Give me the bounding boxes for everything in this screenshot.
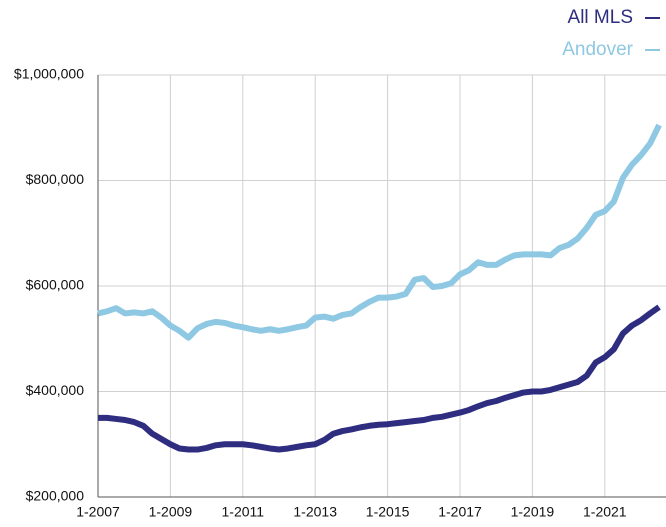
series-line bbox=[97, 123, 662, 341]
x-tick-label: 1-2015 bbox=[366, 504, 410, 520]
x-tick-label: 1-2013 bbox=[293, 504, 337, 520]
x-tick-label: 1-2019 bbox=[511, 504, 555, 520]
x-tick-label: 1-2009 bbox=[149, 504, 193, 520]
x-tick-label: 1-2007 bbox=[76, 504, 120, 520]
legend-label: All MLS bbox=[568, 7, 633, 28]
y-tick-label: $1,000,000 bbox=[14, 66, 84, 82]
y-tick-label: $600,000 bbox=[26, 277, 85, 293]
y-tick-label: $400,000 bbox=[26, 382, 85, 398]
x-tick-label: 1-2021 bbox=[583, 504, 627, 520]
series-line bbox=[98, 304, 661, 453]
legend-label: Andover bbox=[562, 39, 633, 60]
x-tick-label: 1-2017 bbox=[438, 504, 482, 520]
y-tick-label: $800,000 bbox=[26, 171, 85, 187]
y-tick-label: $200,000 bbox=[26, 488, 85, 504]
x-tick-label: 1-2011 bbox=[222, 504, 265, 520]
